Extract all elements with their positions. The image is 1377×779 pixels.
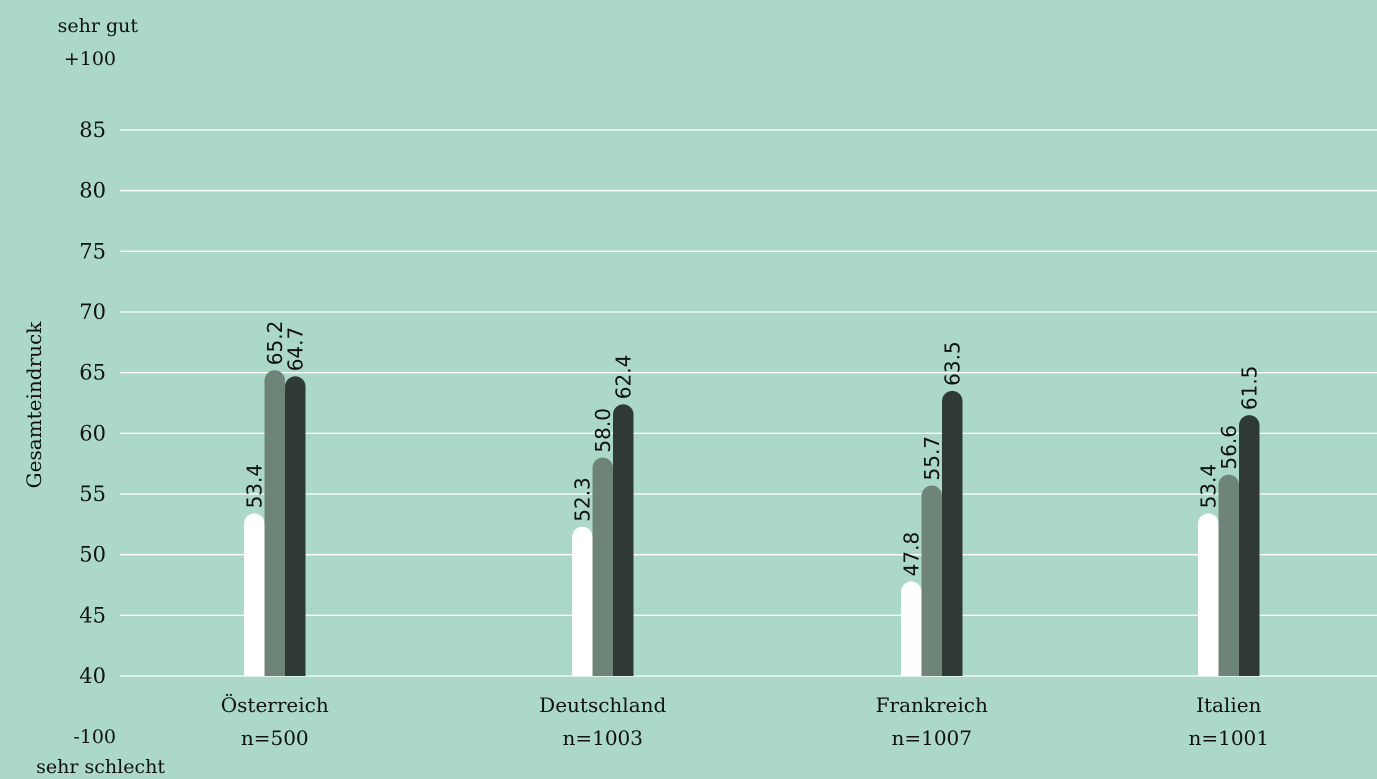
y-axis-label: Gesamteindruck: [22, 321, 46, 489]
y-tick-label: 45: [79, 603, 106, 627]
y-top-label-2: +100: [64, 48, 116, 70]
data-label: 56.6: [1217, 425, 1241, 470]
category-label: Österreich: [221, 692, 329, 717]
bar-2-2: [592, 457, 613, 676]
bar-1-2: [572, 526, 593, 676]
data-label: 53.4: [242, 464, 266, 509]
data-label: 52.3: [570, 477, 594, 522]
category-n-label: n=1007: [891, 726, 972, 750]
bar-3-1: [285, 376, 306, 676]
data-label: 62.4: [611, 355, 635, 400]
bar-1-4: [1198, 513, 1219, 676]
data-label: 63.5: [940, 341, 964, 386]
data-label: 58.0: [591, 408, 615, 453]
bars: [244, 370, 1260, 676]
y-axis-ticks: 85 80 75 70 65 60 55 50 45 40: [79, 118, 106, 688]
y-tick-label: 80: [79, 179, 106, 203]
y-tick-label: 60: [79, 421, 106, 445]
data-label: 61.5: [1237, 366, 1261, 411]
y-tick-label: 75: [79, 239, 106, 263]
y-tick-label: 65: [79, 361, 106, 385]
bar-2-4: [1218, 474, 1239, 676]
bar-3-3: [942, 390, 963, 676]
bar-3-2: [613, 404, 634, 676]
data-label: 47.8: [899, 532, 923, 577]
data-labels: 53.4 65.264.7 52.3 58.0 62.4 47.8 55.7 63.5 53.4…: [242, 321, 1261, 577]
y-bottom-label-2: sehr schlecht: [36, 756, 165, 778]
y-tick-label: 40: [79, 664, 106, 688]
data-label: 55.7: [920, 436, 944, 481]
category-n-label: n=1003: [562, 726, 643, 750]
category-label: Italien: [1196, 693, 1261, 717]
data-label: 65.2: [263, 321, 287, 366]
category-n-label: n=1001: [1188, 726, 1269, 750]
y-tick-label: 70: [79, 300, 106, 324]
y-tick-label: 55: [79, 482, 106, 506]
category-label: Deutschland: [539, 693, 666, 717]
data-label: 64.7: [283, 327, 307, 372]
bar-1-3: [901, 581, 922, 676]
bar-3-4: [1239, 415, 1260, 676]
gridlines: [120, 129, 1377, 677]
bar-2-1: [264, 370, 285, 676]
y-top-label-1: sehr gut: [58, 15, 139, 37]
category-labels: Österreich n=500 Deutschland n=1003 Frankrei…: [221, 692, 1269, 750]
y-tick-label: 50: [79, 543, 106, 567]
category-label: Frankreich: [876, 693, 988, 717]
data-label: 53.4: [1196, 464, 1220, 509]
bar-2-3: [921, 485, 942, 676]
category-n-label: n=500: [241, 726, 309, 750]
y-tick-label: 85: [79, 118, 106, 142]
y-bottom-label-1: -100: [73, 726, 116, 748]
bar-1-1: [244, 513, 265, 676]
